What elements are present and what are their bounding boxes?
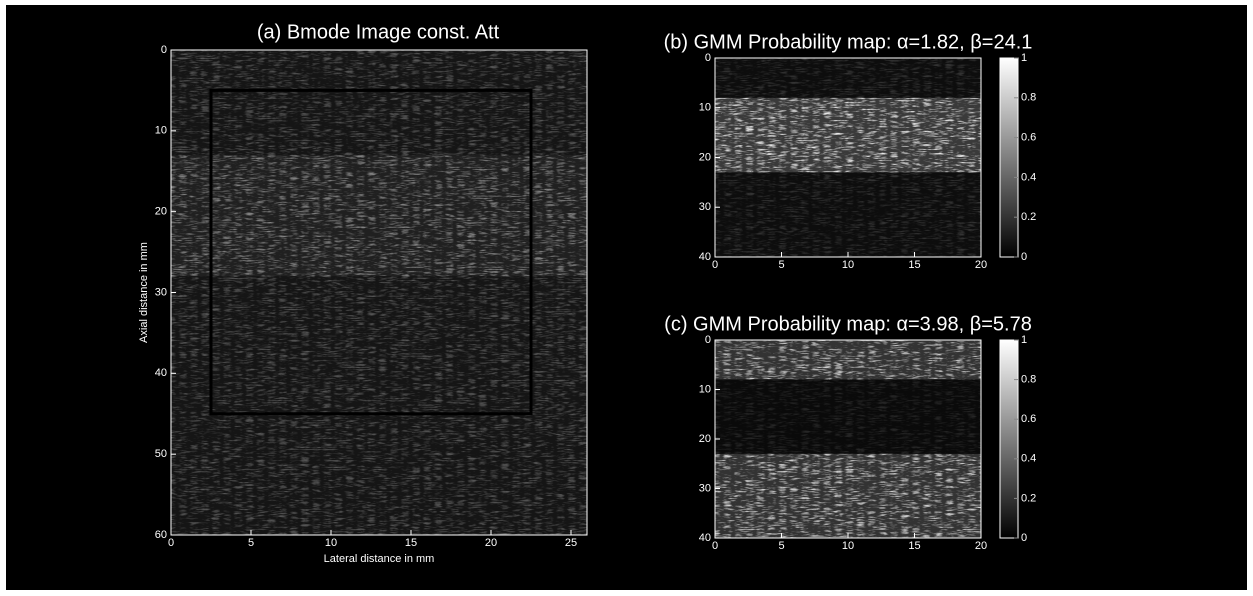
y-axis-label: Axial distance in mm xyxy=(138,242,150,343)
speckle-texture xyxy=(715,58,981,257)
x-tick-label: 10 xyxy=(325,537,337,549)
colorbar-tick-label: 0.8 xyxy=(1021,374,1036,386)
y-tick-label: 30 xyxy=(699,201,711,213)
colorbar xyxy=(999,339,1019,539)
x-tick-label: 20 xyxy=(975,540,987,552)
y-tick-label: 10 xyxy=(699,383,711,395)
colorbar xyxy=(999,57,1019,258)
x-tick-label: 15 xyxy=(908,259,920,271)
y-tick-label: 20 xyxy=(699,151,711,163)
y-tick-label: 40 xyxy=(155,367,167,379)
x-tick-label: 0 xyxy=(168,537,174,549)
x-tick-label: 20 xyxy=(975,259,987,271)
colorbar-tick-label: 0.2 xyxy=(1021,211,1036,223)
y-tick-label: 40 xyxy=(699,532,711,544)
y-tick-label: 50 xyxy=(155,448,167,460)
panel-title: (b) GMM Probability map: α=1.82, β=24.1 xyxy=(664,31,1033,53)
x-tick-label: 0 xyxy=(712,259,718,271)
x-axis-label: Lateral distance in mm xyxy=(324,553,435,565)
y-tick-label: 0 xyxy=(705,52,711,64)
colorbar-tick-label: 0.4 xyxy=(1021,171,1036,183)
colorbar-tick-label: 0.2 xyxy=(1021,492,1036,504)
y-tick-label: 0 xyxy=(161,44,167,56)
x-tick-label: 5 xyxy=(778,259,784,271)
colorbar-tick-label: 1 xyxy=(1021,52,1027,64)
x-tick-label: 0 xyxy=(712,540,718,552)
x-tick-label: 15 xyxy=(908,540,920,552)
y-tick-label: 20 xyxy=(699,433,711,445)
roi-box xyxy=(209,88,533,416)
colorbar-tick-label: 1 xyxy=(1021,334,1027,346)
x-tick-label: 10 xyxy=(842,540,854,552)
colorbar-tick-label: 0.6 xyxy=(1021,132,1036,144)
panel-title: (a) Bmode Image const. Att xyxy=(257,21,500,43)
colorbar-tick-label: 0.6 xyxy=(1021,413,1036,425)
panel-title: (c) GMM Probability map: α=3.98, β=5.78 xyxy=(664,313,1032,335)
colorbar-tick-label: 0 xyxy=(1021,251,1027,263)
speckle-texture xyxy=(171,50,587,535)
y-tick-label: 0 xyxy=(705,334,711,346)
x-tick-label: 10 xyxy=(842,259,854,271)
x-tick-label: 5 xyxy=(778,540,784,552)
x-tick-label: 20 xyxy=(485,537,497,549)
y-tick-label: 10 xyxy=(155,125,167,137)
y-tick-label: 10 xyxy=(699,102,711,114)
y-tick-label: 30 xyxy=(699,482,711,494)
colorbar-tick-label: 0 xyxy=(1021,532,1027,544)
y-tick-label: 40 xyxy=(699,251,711,263)
y-tick-label: 20 xyxy=(155,206,167,218)
y-tick-label: 30 xyxy=(155,286,167,298)
x-tick-label: 25 xyxy=(565,537,577,549)
colorbar-tick-label: 0.4 xyxy=(1021,453,1036,465)
y-tick-label: 60 xyxy=(155,529,167,541)
x-tick-label: 5 xyxy=(248,537,254,549)
speckle-texture xyxy=(715,340,981,538)
colorbar-tick-label: 0.8 xyxy=(1021,92,1036,104)
x-tick-label: 15 xyxy=(405,537,417,549)
